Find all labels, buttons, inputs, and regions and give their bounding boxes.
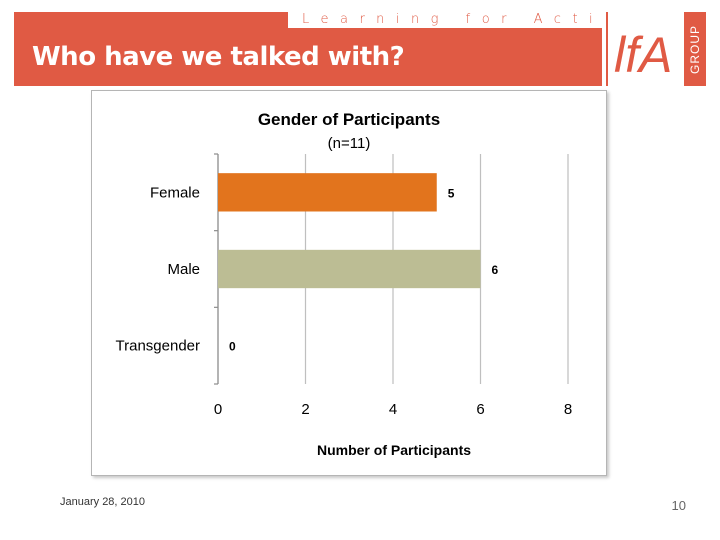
- x-tick-label: 6: [476, 401, 484, 418]
- tagline: Learning for Action: [288, 12, 644, 28]
- page-number: 10: [671, 498, 686, 513]
- logo-bar: [684, 12, 706, 86]
- data-label: 6: [492, 263, 499, 277]
- bar-male: [218, 249, 481, 289]
- bar-chart: Gender of Participants (n=11) 0 2 4 6 8 Femal…: [116, 110, 573, 458]
- chart-subtitle: (n=11): [328, 135, 371, 152]
- category-label: Female: [150, 184, 200, 201]
- x-tick-label: 4: [389, 401, 397, 418]
- logo: lfA: [604, 12, 684, 86]
- x-axis-label: Number of Participants: [317, 442, 471, 458]
- chart-frame: Gender of Participants (n=11) 0 2 4 6 8 Femal…: [91, 90, 607, 476]
- bar-female: [218, 173, 437, 212]
- logo-word: GROUP: [688, 24, 702, 74]
- data-label: 0: [229, 340, 236, 354]
- slide-title: Who have we talked with?: [32, 42, 405, 72]
- data-label: 5: [448, 186, 455, 200]
- x-tick-label: 8: [564, 401, 572, 418]
- category-label: Male: [167, 261, 200, 278]
- logo-mark-icon: lfA: [606, 12, 672, 86]
- x-tick-label: 2: [301, 401, 309, 418]
- chart-title: Gender of Participants: [258, 110, 440, 129]
- logo-mark-text: lfA: [614, 27, 672, 83]
- x-tick-label: 0: [214, 401, 222, 418]
- footer-date: January 28, 2010: [60, 496, 146, 508]
- category-label: Transgender: [116, 338, 201, 355]
